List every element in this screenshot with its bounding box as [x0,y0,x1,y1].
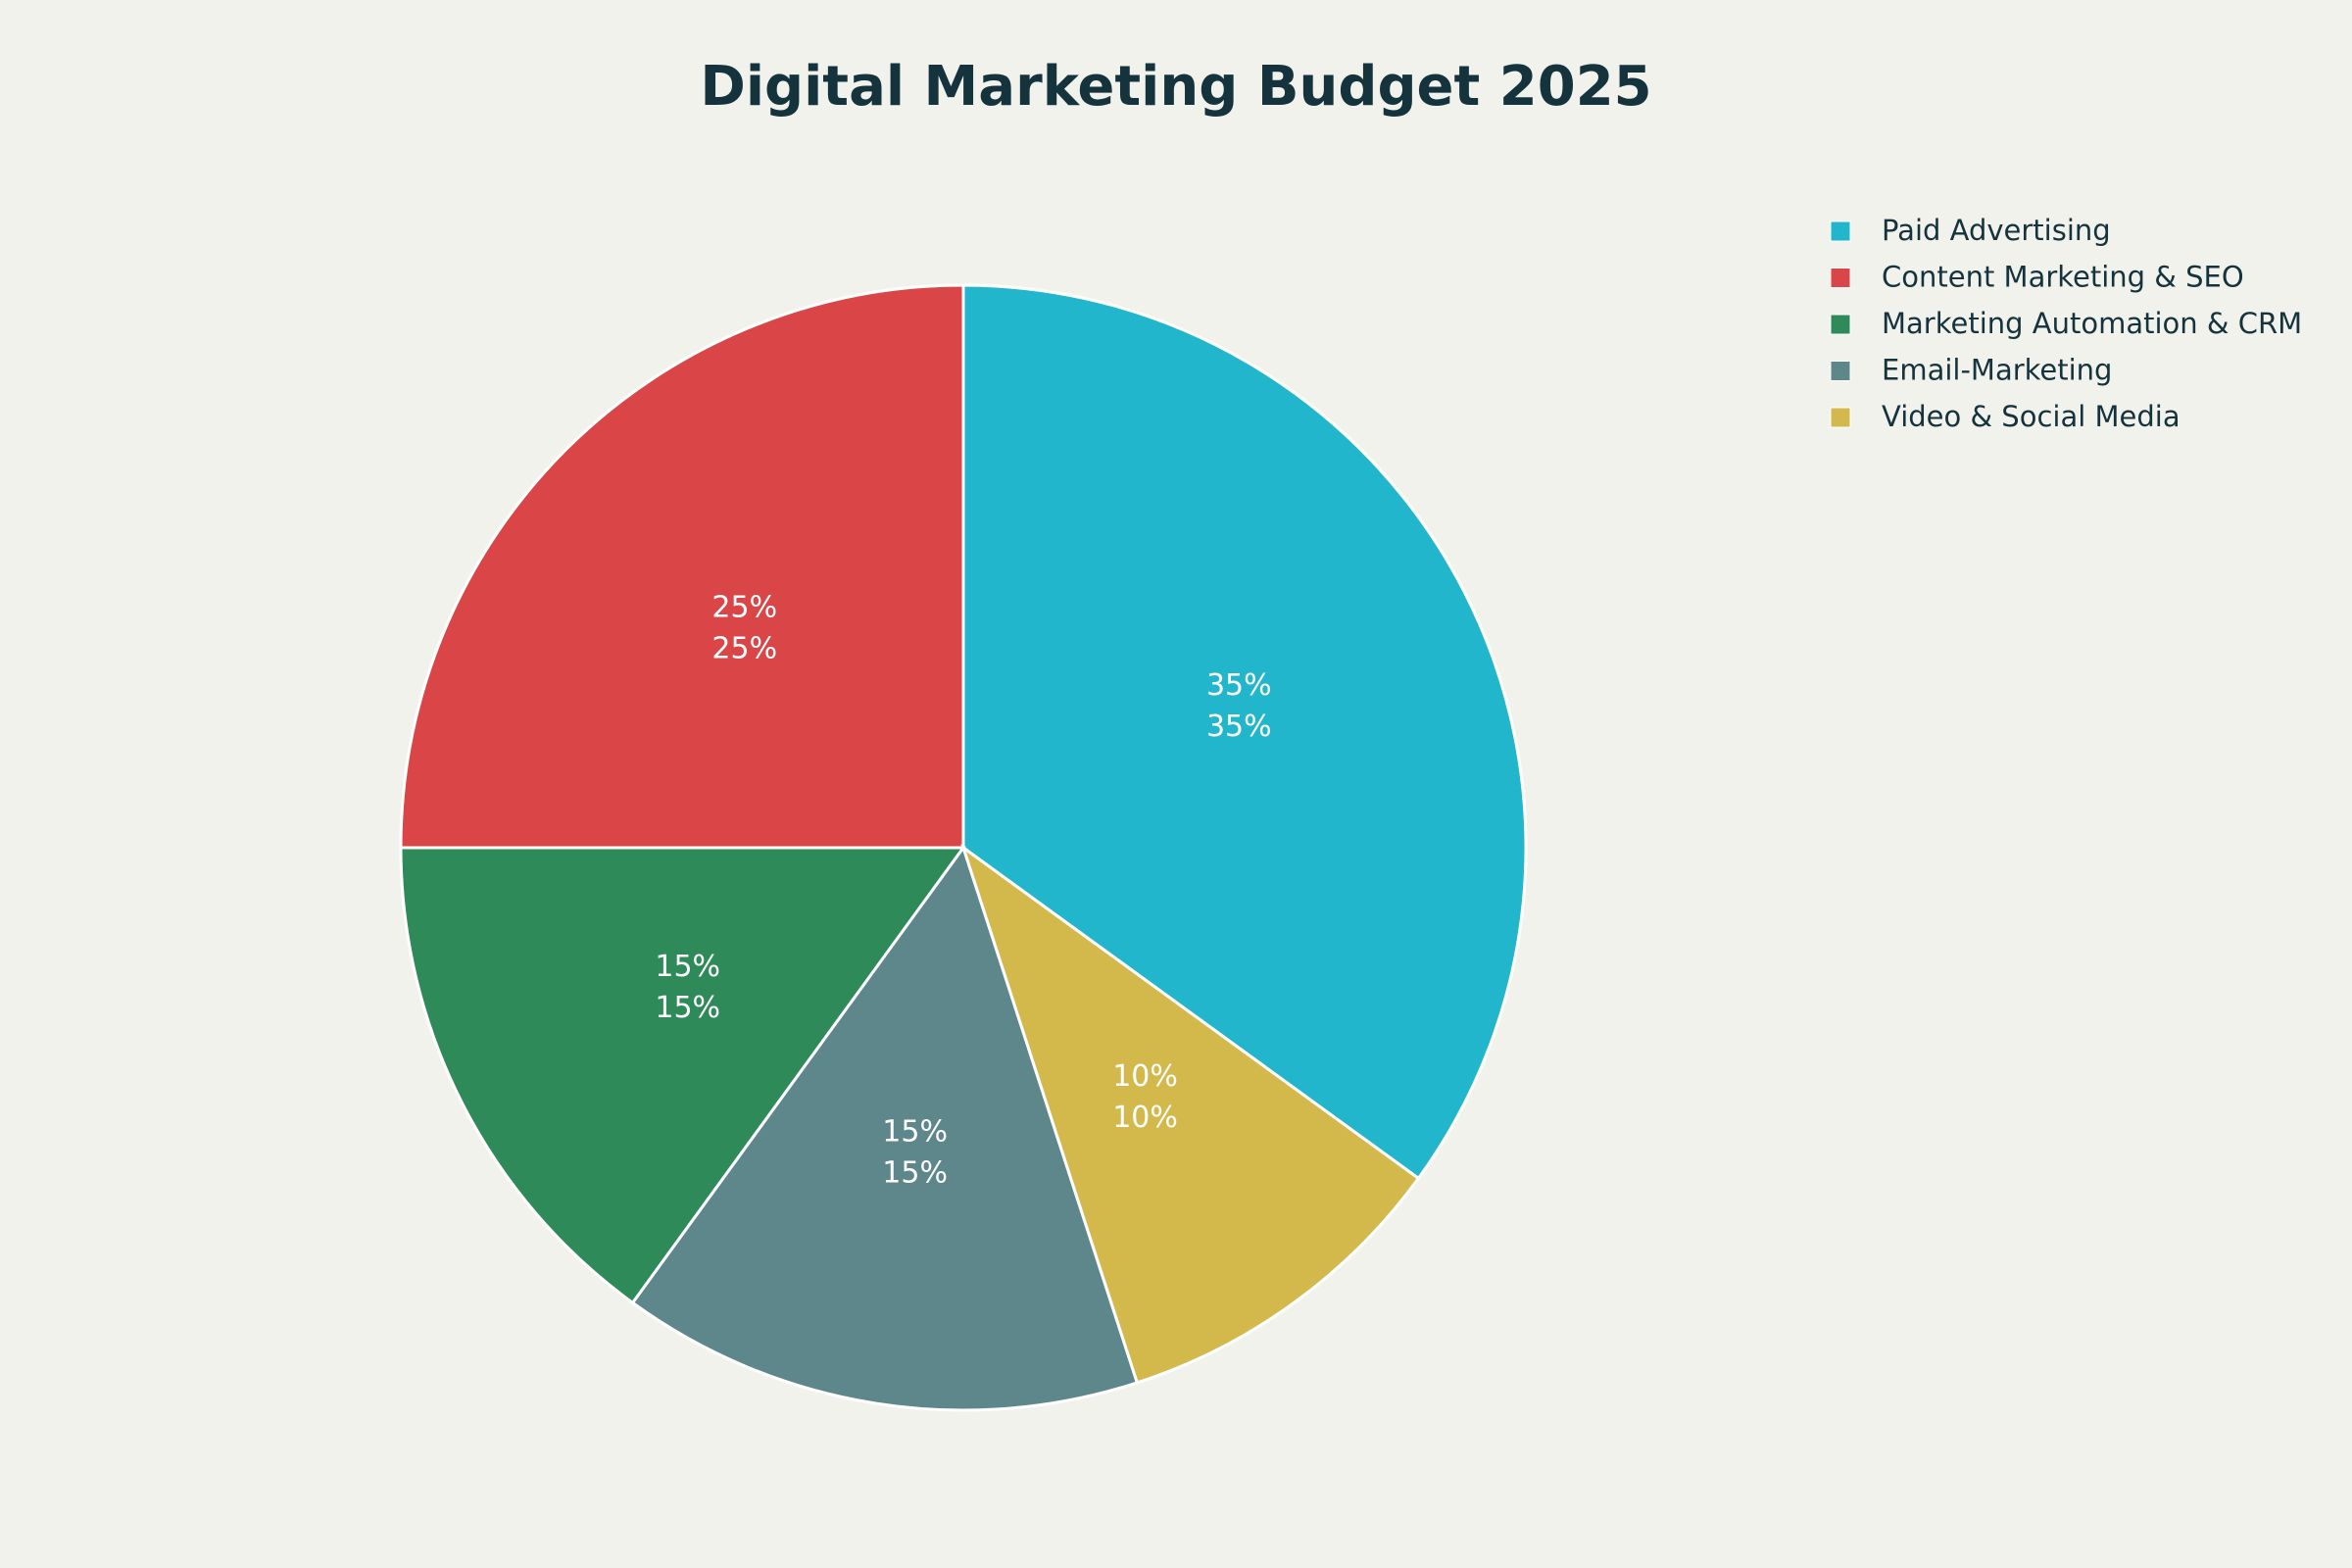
pie-slice [399,846,966,1305]
pie-slice [630,844,1140,1412]
legend-swatch [1830,407,1851,428]
legend-label: Paid Advertising [1882,214,2111,247]
pie-slice [961,283,1528,1181]
legend-label: Marketing Automation & CRM [1882,307,2302,340]
legend-label: Email-Marketing [1882,354,2112,387]
legend-swatch [1830,361,1851,381]
slice-percent: 15% [655,991,720,1025]
legend-label: Content Marketing & SEO [1882,261,2244,294]
pie-slice [960,844,1421,1385]
slice-label: 15% [882,1114,948,1149]
slice-percent: 25% [711,631,777,665]
legend-swatch [1830,220,1851,242]
slice-percent: 15% [882,1155,948,1190]
slice-label: 15% [655,950,720,984]
chart-title: Digital Marketing Budget 2025 [700,55,1651,119]
pie-slice [399,283,965,850]
slice-label: 10% [1112,1059,1178,1094]
slice-label: 25% [711,590,777,624]
legend-label: Video & Social Media [1882,400,2180,433]
slice-percent: 35% [1206,710,1272,744]
slice-label: 35% [1206,668,1272,703]
slice-percent: 10% [1112,1101,1178,1135]
legend-swatch [1830,314,1851,335]
legend-swatch [1830,268,1851,288]
